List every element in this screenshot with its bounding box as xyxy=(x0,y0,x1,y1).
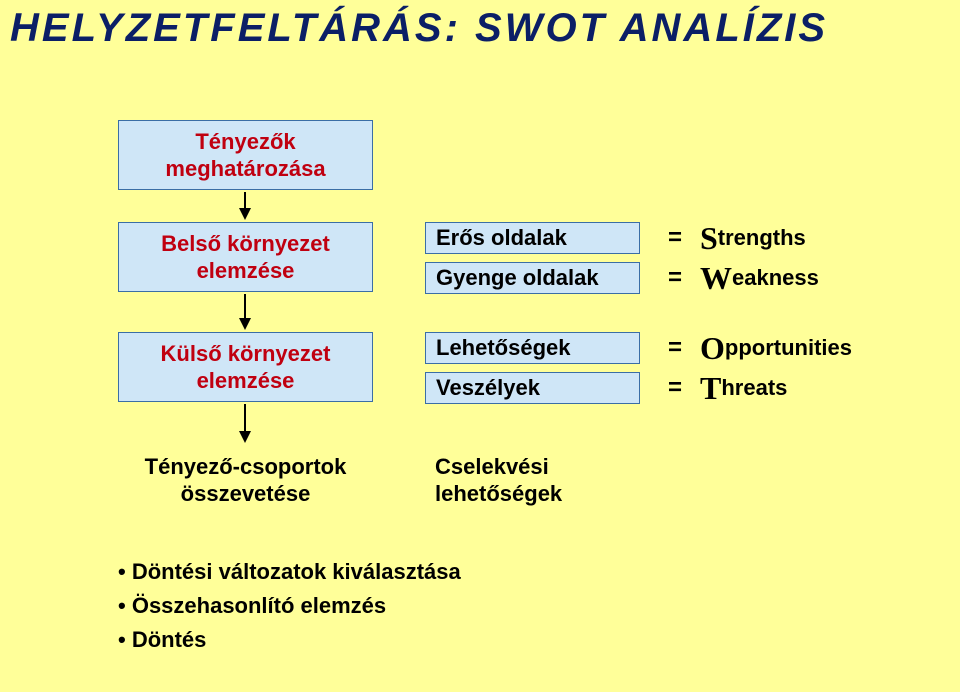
swot-letter-w: W xyxy=(700,260,732,297)
swot-letter-o: O xyxy=(700,330,725,367)
arrow-2 xyxy=(233,294,257,330)
eq-w: = xyxy=(660,262,690,294)
bullet-1: • Döntési változatok kiválasztása xyxy=(118,555,461,589)
box-factors: Tényezők meghatározása xyxy=(118,120,373,190)
box-comp: Tényező-csoportok összevetése xyxy=(118,445,373,515)
eq-t: = xyxy=(660,372,690,404)
cell-threats: Veszélyek xyxy=(425,372,640,404)
box-factors-l2: meghatározása xyxy=(165,155,325,183)
bullet-2: • Összehasonlító elemzés xyxy=(118,589,461,623)
page-title: HELYZETFELTÁRÁS: SWOT ANALÍZIS xyxy=(0,6,960,51)
plain-action-l1: Cselekvési xyxy=(435,453,549,481)
swot-rest-w: eakness xyxy=(732,265,819,291)
box-inner-l2: elemzése xyxy=(197,257,295,285)
plain-action-l2: lehetőségek xyxy=(435,480,562,508)
swot-weakness: Weakness xyxy=(700,262,940,294)
arrow-1 xyxy=(233,192,257,220)
box-factors-l1: Tényezők xyxy=(195,128,295,156)
box-comp-l1: Tényező-csoportok xyxy=(145,453,347,481)
swot-rest-o: pportunities xyxy=(725,335,852,361)
arrow-3 xyxy=(233,404,257,443)
swot-rest-s: trengths xyxy=(718,225,806,251)
swot-opportunities: Opportunities xyxy=(700,332,940,364)
box-outer-l2: elemzése xyxy=(197,367,295,395)
swot-threats: Threats xyxy=(700,372,940,404)
swot-strengths: Strengths xyxy=(700,222,940,254)
box-inner-l1: Belső környezet xyxy=(161,230,330,258)
eq-o: = xyxy=(660,332,690,364)
box-comp-l2: összevetése xyxy=(181,480,311,508)
eq-s: = xyxy=(660,222,690,254)
cell-weakness: Gyenge oldalak xyxy=(425,262,640,294)
bullets: • Döntési változatok kiválasztása • Össz… xyxy=(118,555,461,657)
box-outer: Külső környezet elemzése xyxy=(118,332,373,402)
box-inner: Belső környezet elemzése xyxy=(118,222,373,292)
plain-action: Cselekvési lehetőségek xyxy=(425,445,640,515)
cell-opportunities: Lehetőségek xyxy=(425,332,640,364)
swot-rest-t: hreats xyxy=(721,375,787,401)
swot-letter-s: S xyxy=(700,220,718,257)
bullet-3: • Döntés xyxy=(118,623,461,657)
swot-letter-t: T xyxy=(700,370,721,407)
box-outer-l1: Külső környezet xyxy=(161,340,331,368)
cell-strengths: Erős oldalak xyxy=(425,222,640,254)
